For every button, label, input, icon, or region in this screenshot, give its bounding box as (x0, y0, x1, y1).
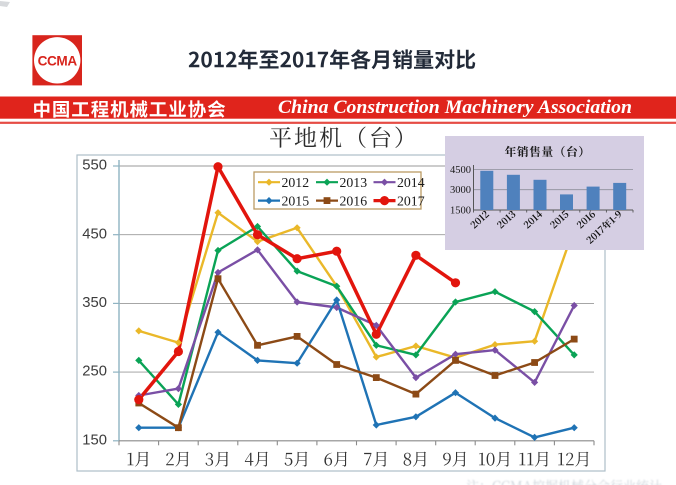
svg-text:4500: 4500 (450, 165, 471, 176)
svg-text:550: 550 (82, 158, 107, 174)
svg-text:2016: 2016 (340, 193, 368, 208)
svg-text:2017: 2017 (397, 193, 425, 208)
svg-text:CCMA: CCMA (38, 53, 78, 68)
svg-text:2013: 2013 (340, 175, 368, 190)
svg-text:2014: 2014 (397, 175, 425, 190)
svg-text:350: 350 (82, 295, 107, 311)
svg-text:3000: 3000 (450, 185, 471, 196)
svg-text:China Construction Machinery A: China Construction Machinery Association (278, 97, 632, 118)
svg-text:150: 150 (82, 432, 107, 448)
svg-text:250: 250 (82, 364, 107, 380)
svg-text:450: 450 (82, 226, 107, 242)
svg-text:2012: 2012 (282, 175, 310, 190)
svg-text:1500: 1500 (450, 206, 471, 217)
svg-text:2015: 2015 (282, 193, 310, 208)
